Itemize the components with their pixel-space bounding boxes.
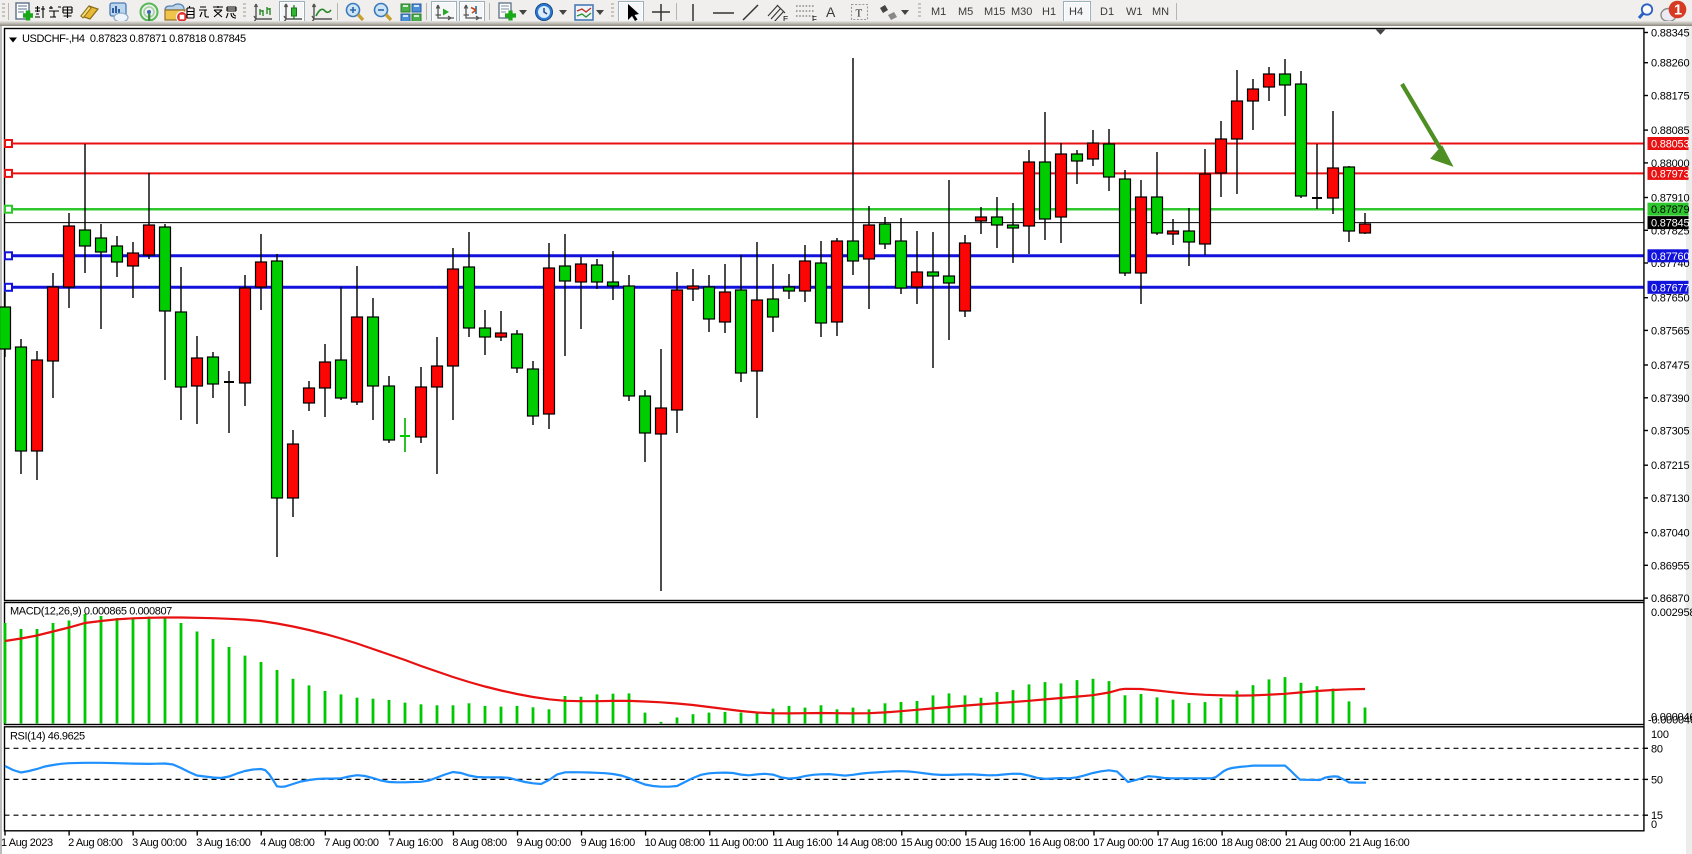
svg-text:17 Aug 16:00: 17 Aug 16:00 [1157,837,1217,849]
svg-text:0.87390: 0.87390 [1651,393,1689,405]
svg-text:0.87215: 0.87215 [1651,460,1689,472]
svg-text:MACD(12,26,9) 0.000865 0.00080: MACD(12,26,9) 0.000865 0.000807 [10,606,172,618]
svg-text:0.86955: 0.86955 [1651,560,1689,572]
svg-text:0.87650: 0.87650 [1651,293,1689,305]
svg-text:0.002958: 0.002958 [1651,607,1692,619]
svg-text:50: 50 [1651,774,1663,786]
svg-text:80: 80 [1651,743,1663,755]
svg-text:9 Aug 00:00: 9 Aug 00:00 [517,837,572,849]
svg-text:0.87305: 0.87305 [1651,426,1689,438]
svg-text:1: 1 [1674,3,1682,19]
svg-text:3 Aug 00:00: 3 Aug 00:00 [132,837,187,849]
svg-text:0.88053: 0.88053 [1651,139,1689,151]
svg-text:21 Aug 16:00: 21 Aug 16:00 [1349,837,1409,849]
svg-text:21 Aug 00:00: 21 Aug 00:00 [1285,837,1345,849]
svg-text:0.88175: 0.88175 [1651,91,1689,103]
svg-text:0.87475: 0.87475 [1651,360,1689,372]
svg-text:T: T [856,8,863,20]
svg-text:-0.000046: -0.000046 [1648,714,1692,726]
svg-text:3 Aug 16:00: 3 Aug 16:00 [196,837,251,849]
svg-text:E: E [783,15,788,24]
svg-text:RSI(14) 46.9625: RSI(14) 46.9625 [10,731,85,743]
svg-text:0.87973: 0.87973 [1651,168,1689,180]
svg-text:0.87879: 0.87879 [1651,204,1689,216]
svg-text:0.88085: 0.88085 [1651,125,1689,137]
svg-text:0.87040: 0.87040 [1651,528,1689,540]
svg-text:0.87760: 0.87760 [1651,251,1689,263]
svg-text:7 Aug 00:00: 7 Aug 00:00 [324,837,379,849]
svg-text:15 Aug 00:00: 15 Aug 00:00 [901,837,961,849]
svg-text:10 Aug 08:00: 10 Aug 08:00 [645,837,705,849]
svg-text:0.87677: 0.87677 [1651,282,1689,294]
svg-text:F: F [812,15,817,24]
svg-text:4 Aug 08:00: 4 Aug 08:00 [260,837,315,849]
svg-text:7 Aug 16:00: 7 Aug 16:00 [388,837,443,849]
svg-text:9 Aug 16:00: 9 Aug 16:00 [581,837,636,849]
svg-text:0.88345: 0.88345 [1651,28,1689,40]
svg-text:0.87130: 0.87130 [1651,493,1689,505]
svg-text:8 Aug 08:00: 8 Aug 08:00 [452,837,507,849]
svg-text:15 Aug 16:00: 15 Aug 16:00 [965,837,1025,849]
svg-text:1 Aug 2023: 1 Aug 2023 [1,837,53,849]
svg-text:0.87845: 0.87845 [1651,218,1689,230]
svg-text:USDCHF-,H4 0.87823 0.87871 0.: USDCHF-,H4 0.87823 0.87871 0.87818 0.878… [22,33,246,45]
svg-text:0.86870: 0.86870 [1651,593,1689,605]
svg-text:100: 100 [1651,729,1669,741]
svg-text:15: 15 [1651,810,1663,822]
svg-text:11 Aug 16:00: 11 Aug 16:00 [773,837,833,849]
svg-text:18 Aug 08:00: 18 Aug 08:00 [1221,837,1281,849]
svg-text:2 Aug 08:00: 2 Aug 08:00 [68,837,123,849]
svg-text:17 Aug 00:00: 17 Aug 00:00 [1093,837,1153,849]
svg-text:14 Aug 08:00: 14 Aug 08:00 [837,837,897,849]
svg-text:0.87565: 0.87565 [1651,325,1689,337]
svg-text:0: 0 [1651,819,1657,831]
svg-text:11 Aug 00:00: 11 Aug 00:00 [709,837,769,849]
svg-text:0.88260: 0.88260 [1651,58,1689,70]
svg-text:0.000046: 0.000046 [1651,711,1692,723]
svg-text:0.87910: 0.87910 [1651,193,1689,205]
svg-text:16 Aug 08:00: 16 Aug 08:00 [1029,837,1089,849]
